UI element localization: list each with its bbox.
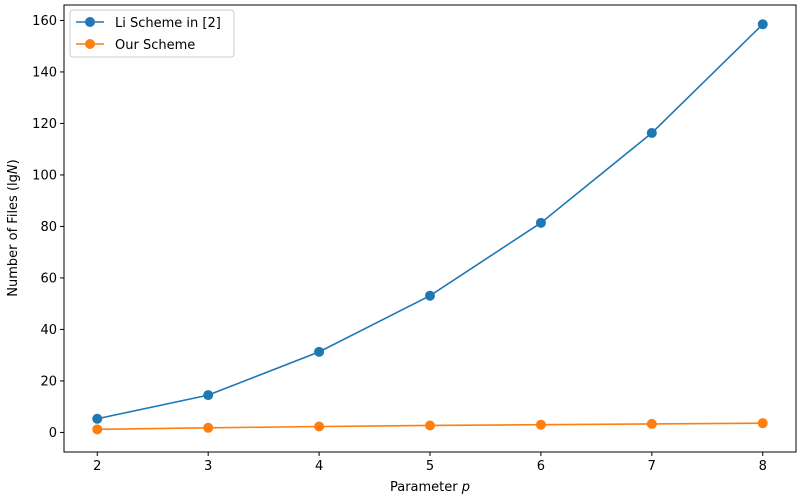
x-tick-label: 3: [204, 459, 212, 474]
legend-entry-li-scheme: Li Scheme in [2]: [76, 16, 221, 31]
data-point: [425, 420, 435, 431]
y-tick-label: 140: [32, 65, 57, 80]
data-point: [757, 418, 768, 429]
y-tick-label: 40: [40, 323, 57, 338]
x-tick-label: 6: [537, 459, 545, 474]
data-point: [203, 390, 214, 401]
legend-label: Li Scheme in [2]: [115, 16, 221, 31]
data-point: [314, 421, 325, 432]
y-tick-label: 0: [49, 426, 57, 441]
x-tick-label: 5: [426, 459, 434, 474]
y-tick-label: 100: [32, 168, 57, 183]
series-0: [92, 19, 768, 424]
y-axis-label: Number of Files (lgN): [6, 159, 21, 296]
data-point: [757, 19, 768, 30]
x-tick-label: 8: [759, 459, 767, 474]
data-point: [314, 346, 325, 357]
y-tick-label: 20: [40, 374, 57, 389]
data-point: [646, 418, 657, 429]
y-tick-label: 120: [32, 117, 57, 132]
data-point: [92, 424, 103, 435]
legend-label: Our Scheme: [115, 38, 195, 53]
data-point: [203, 422, 214, 433]
series-layer: [92, 19, 768, 435]
data-point: [535, 217, 546, 228]
data-point: [92, 413, 103, 424]
y-tick-label: 80: [40, 220, 57, 235]
data-point: [646, 127, 657, 138]
legend-entry-our-scheme: Our Scheme: [76, 38, 195, 53]
x-tick-label: 7: [648, 459, 656, 474]
legend-box: [69, 9, 235, 58]
legend-marker: [85, 39, 95, 49]
data-point: [425, 290, 435, 301]
data-point: [535, 419, 546, 430]
series-1: [92, 418, 768, 435]
x-tick-label: 4: [315, 459, 323, 474]
y-tick-label: 160: [32, 14, 57, 29]
legend-marker: [85, 17, 95, 27]
y-tick-label: 60: [40, 271, 57, 286]
legend: Li Scheme in [2] Our Scheme: [69, 9, 235, 58]
x-axis-label: Parameter p: [390, 480, 470, 495]
x-tick-label: 2: [93, 459, 101, 474]
